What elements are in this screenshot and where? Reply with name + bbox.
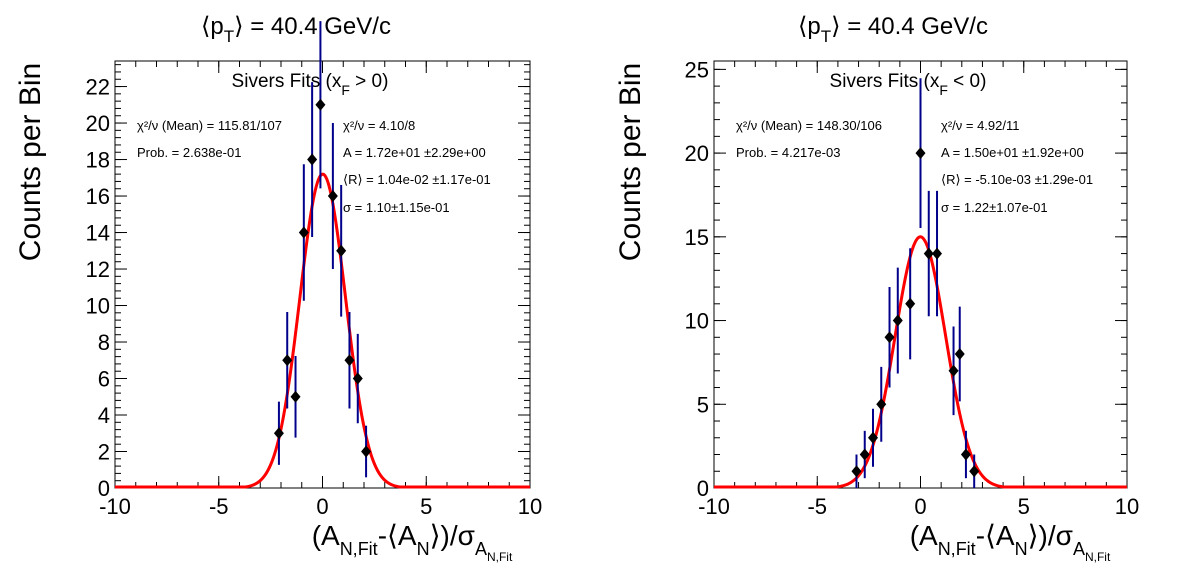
data-point bbox=[344, 354, 355, 367]
axis-ticks-right: -10 -5 0 5 10 0 5 10 15 20 25 bbox=[685, 57, 1140, 519]
x-tick-label: -5 bbox=[807, 494, 827, 519]
stat-chi2-mean-left: χ²/ν (Mean) = 115.81/107 bbox=[137, 118, 282, 133]
axis-ticks-left: -10 -5 0 5 10 0 2 4 6 8 10 12 14 16 18 20 22 bbox=[86, 61, 542, 519]
data-point bbox=[298, 226, 309, 239]
data-point bbox=[932, 247, 943, 260]
stat-sigma-right: σ = 1.22±1.07e-01 bbox=[941, 200, 1048, 215]
stat-chi2-fit-left: χ²/ν = 4.10/8 bbox=[343, 118, 415, 133]
panel-right: ⟨pT⟩ = 40.4 GeV/c Counts per Bin Sivers … bbox=[614, 13, 1139, 564]
x-tick-label: 5 bbox=[420, 494, 432, 519]
fit-subtitle-left: Sivers Fits (xF > 0) bbox=[232, 71, 389, 98]
data-point bbox=[876, 398, 887, 411]
stat-prob-right: Prob. = 4.217e-03 bbox=[736, 145, 840, 160]
data-point bbox=[282, 354, 293, 367]
data-point bbox=[859, 448, 870, 461]
gaussian-fit-curve-left bbox=[115, 172, 530, 489]
stat-mean-r-left: ⟨R⟩ = 1.04e-02 ±1.17e-01 bbox=[343, 172, 491, 187]
y-axis-label-left: Counts per Bin bbox=[14, 63, 47, 261]
x-axis-label-right: (AN,Fit-⟨AN⟩)/σAN,Fit bbox=[910, 520, 1111, 564]
y-tick-label: 0 bbox=[697, 476, 709, 501]
y-tick-label: 8 bbox=[98, 330, 110, 355]
data-point bbox=[352, 372, 363, 385]
y-tick-label: 0 bbox=[98, 476, 110, 501]
stat-sigma-left: σ = 1.10±1.15e-01 bbox=[343, 200, 450, 215]
data-point bbox=[273, 427, 284, 440]
data-point bbox=[892, 314, 903, 327]
x-tick-label: 10 bbox=[518, 494, 542, 519]
data-point bbox=[954, 348, 965, 361]
data-point bbox=[290, 390, 301, 403]
y-tick-label: 2 bbox=[98, 440, 110, 465]
data-point bbox=[923, 247, 934, 260]
y-tick-label: 6 bbox=[98, 367, 110, 392]
y-tick-label: 14 bbox=[86, 221, 110, 246]
panel-left: ⟨pT⟩ = 40.4 GeV/c Counts per Bin Sivers … bbox=[14, 13, 542, 564]
data-point bbox=[336, 244, 347, 257]
data-point bbox=[915, 147, 926, 160]
fit-subtitle-right: Sivers Fits (xF < 0) bbox=[830, 71, 987, 98]
y-tick-label: 16 bbox=[86, 184, 110, 209]
stat-prob-left: Prob. = 2.638e-01 bbox=[137, 145, 241, 160]
x-tick-label: 10 bbox=[1115, 494, 1139, 519]
x-axis-label-left: (AN,Fit-⟨AN⟩)/σAN,Fit bbox=[312, 520, 513, 564]
data-point bbox=[948, 364, 959, 377]
stat-amplitude-right: A = 1.50e+01 ±1.92e+00 bbox=[941, 145, 1084, 160]
y-tick-label: 20 bbox=[685, 141, 709, 166]
data-points-left bbox=[273, 21, 372, 478]
x-tick-label: -5 bbox=[209, 494, 229, 519]
stat-mean-r-right: ⟨R⟩ = -5.10e-03 ±1.29e-01 bbox=[941, 172, 1093, 187]
y-tick-label: 4 bbox=[98, 403, 110, 428]
panel-title-right: ⟨pT⟩ = 40.4 GeV/c bbox=[798, 13, 988, 46]
y-tick-label: 10 bbox=[685, 309, 709, 334]
y-tick-label: 22 bbox=[86, 75, 110, 100]
y-tick-label: 18 bbox=[86, 148, 110, 173]
x-tick-label: 0 bbox=[316, 494, 328, 519]
x-tick-label: -10 bbox=[698, 494, 730, 519]
y-tick-label: 12 bbox=[86, 257, 110, 282]
x-tick-label: 0 bbox=[914, 494, 926, 519]
data-point bbox=[851, 465, 862, 478]
data-point bbox=[361, 445, 372, 458]
data-point bbox=[969, 465, 980, 478]
y-tick-label: 5 bbox=[697, 392, 709, 417]
stat-chi2-mean-right: χ²/ν (Mean) = 148.30/106 bbox=[736, 118, 882, 133]
data-point bbox=[327, 190, 338, 203]
stat-chi2-fit-right: χ²/ν = 4.92/11 bbox=[941, 118, 1020, 133]
gaussian-fit-curve-right bbox=[714, 235, 1127, 489]
y-axis-label-right: Counts per Bin bbox=[614, 63, 647, 261]
y-tick-label: 25 bbox=[685, 57, 709, 82]
x-tick-label: -10 bbox=[99, 494, 131, 519]
stat-amplitude-left: A = 1.72e+01 ±2.29e+00 bbox=[343, 145, 486, 160]
data-points-right bbox=[851, 78, 980, 488]
data-point bbox=[307, 153, 318, 166]
y-tick-label: 10 bbox=[86, 294, 110, 319]
data-point bbox=[315, 98, 326, 111]
data-point bbox=[868, 431, 879, 444]
data-point bbox=[884, 331, 895, 344]
panel-title-left: ⟨pT⟩ = 40.4 GeV/c bbox=[201, 13, 391, 46]
x-tick-label: 5 bbox=[1018, 494, 1030, 519]
y-tick-label: 20 bbox=[86, 111, 110, 136]
data-point bbox=[960, 448, 971, 461]
y-tick-label: 15 bbox=[685, 225, 709, 250]
data-point bbox=[905, 297, 916, 310]
